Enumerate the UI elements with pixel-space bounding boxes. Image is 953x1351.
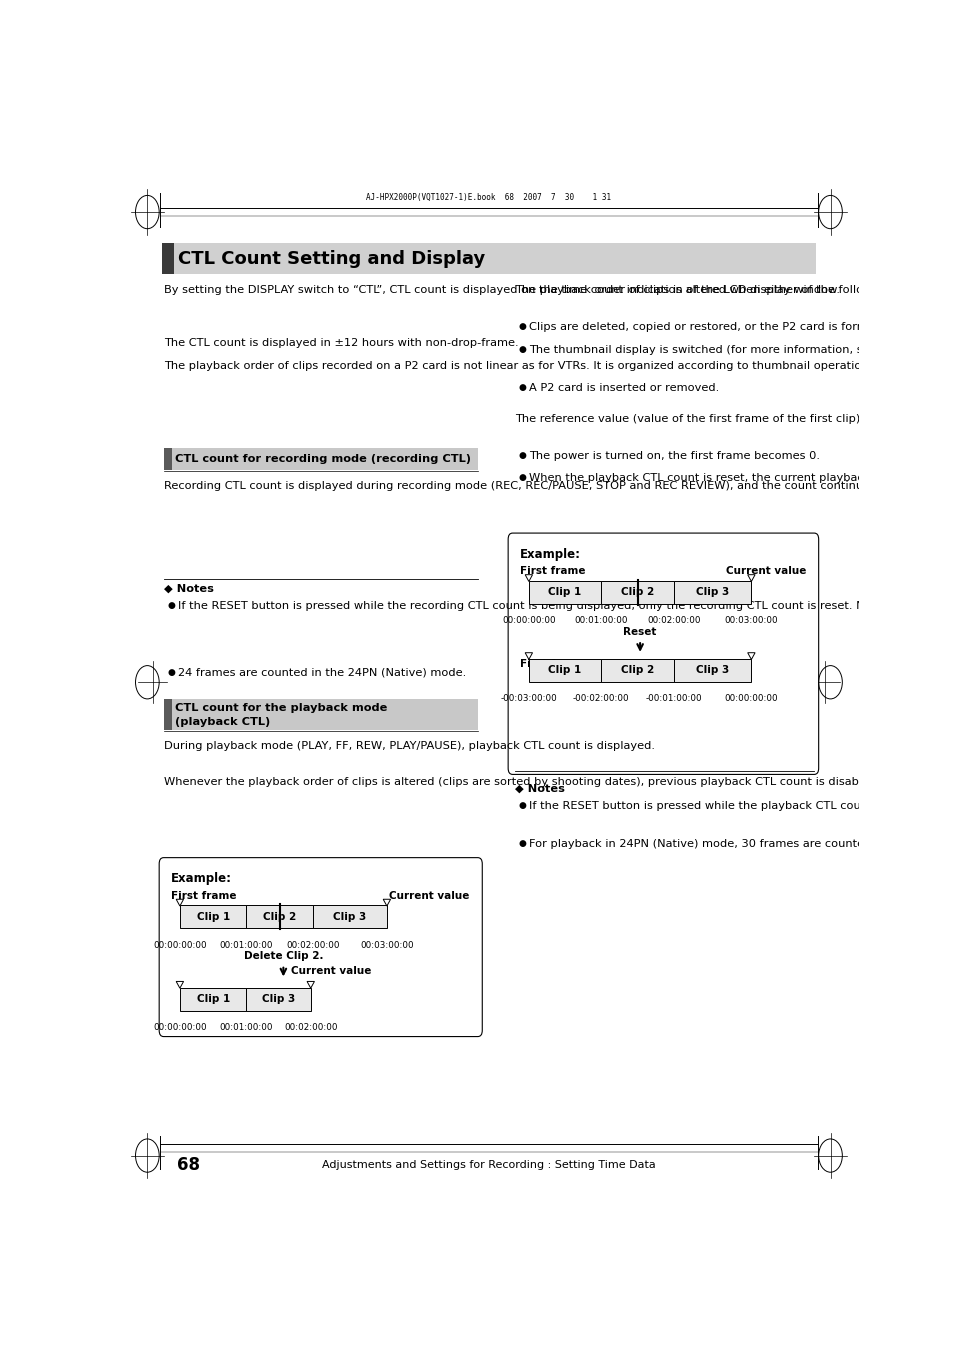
FancyBboxPatch shape xyxy=(600,581,673,604)
Text: Clip 3: Clip 3 xyxy=(333,912,366,921)
Text: Current value: Current value xyxy=(291,966,371,975)
Text: Clip 1: Clip 1 xyxy=(548,666,581,676)
Text: ●: ● xyxy=(167,601,175,611)
FancyBboxPatch shape xyxy=(159,858,482,1036)
Text: If the RESET button is pressed while the playback CTL count is being displayed, : If the RESET button is pressed while the… xyxy=(528,801,953,812)
Text: Reset: Reset xyxy=(622,627,656,636)
Text: The CTL count is displayed in ±12 hours with non-drop-frame.: The CTL count is displayed in ±12 hours … xyxy=(164,338,517,349)
Text: 00:02:00:00: 00:02:00:00 xyxy=(284,1023,337,1032)
Text: 00:00:00:00: 00:00:00:00 xyxy=(724,694,778,704)
Text: Clip 1: Clip 1 xyxy=(196,994,230,1004)
Text: Clip 3: Clip 3 xyxy=(696,588,728,597)
FancyBboxPatch shape xyxy=(164,449,477,470)
Text: 00:00:00:00: 00:00:00:00 xyxy=(152,940,207,950)
Text: Clip 2: Clip 2 xyxy=(620,666,654,676)
Text: 00:03:00:00: 00:03:00:00 xyxy=(359,940,414,950)
Text: AJ-HPX2000P(VQT1027-1)E.book  68  2007  7  30    1 31: AJ-HPX2000P(VQT1027-1)E.book 68 2007 7 3… xyxy=(366,193,611,201)
Text: A P2 card is inserted or removed.: A P2 card is inserted or removed. xyxy=(528,382,719,393)
Text: 00:01:00:00: 00:01:00:00 xyxy=(219,1023,273,1032)
FancyBboxPatch shape xyxy=(180,988,246,1011)
Text: -00:01:00:00: -00:01:00:00 xyxy=(645,694,701,704)
Text: 00:02:00:00: 00:02:00:00 xyxy=(286,940,339,950)
Text: CTL count for recording mode (recording CTL): CTL count for recording mode (recording … xyxy=(175,454,471,465)
Text: 68: 68 xyxy=(176,1156,200,1174)
FancyBboxPatch shape xyxy=(600,659,673,682)
FancyBboxPatch shape xyxy=(246,988,311,1011)
Text: ●: ● xyxy=(518,322,526,331)
Text: ●: ● xyxy=(518,382,526,392)
Text: The reference value (value of the first frame of the first clip) is changed when: The reference value (value of the first … xyxy=(515,413,953,424)
FancyBboxPatch shape xyxy=(528,659,600,682)
Text: Clip 1: Clip 1 xyxy=(548,588,581,597)
FancyBboxPatch shape xyxy=(164,449,172,470)
Text: 00:02:00:00: 00:02:00:00 xyxy=(646,616,700,626)
Text: ●: ● xyxy=(518,345,526,354)
FancyBboxPatch shape xyxy=(162,243,173,274)
Text: Clip 3: Clip 3 xyxy=(696,666,728,676)
Text: 24 frames are counted in the 24PN (Native) mode.: 24 frames are counted in the 24PN (Nativ… xyxy=(177,667,465,678)
Text: First frame: First frame xyxy=(171,890,236,901)
Text: 00:01:00:00: 00:01:00:00 xyxy=(574,616,627,626)
Text: Clip 3: Clip 3 xyxy=(262,994,294,1004)
FancyBboxPatch shape xyxy=(164,698,172,730)
Text: ◆ Notes: ◆ Notes xyxy=(164,584,213,593)
FancyBboxPatch shape xyxy=(673,581,751,604)
Text: -00:02:00:00: -00:02:00:00 xyxy=(573,694,629,704)
FancyBboxPatch shape xyxy=(528,581,600,604)
Text: The playback order of clips is altered when either of the following occurs:: The playback order of clips is altered w… xyxy=(515,285,934,295)
Text: The thumbnail display is switched (for more information, see [Switching the Thum: The thumbnail display is switched (for m… xyxy=(528,345,953,354)
Text: 00:03:00:00: 00:03:00:00 xyxy=(724,616,778,626)
Text: Current value: Current value xyxy=(725,566,806,577)
Text: For playback in 24PN (Native) mode, 30 frames are counted in accordance with the: For playback in 24PN (Native) mode, 30 f… xyxy=(528,839,953,848)
Text: ◆ Notes: ◆ Notes xyxy=(515,784,564,794)
Text: Clip 2: Clip 2 xyxy=(263,912,296,921)
Text: CTL Count Setting and Display: CTL Count Setting and Display xyxy=(178,250,485,267)
Text: 00:01:00:00: 00:01:00:00 xyxy=(219,940,273,950)
Text: When the playback CTL count is reset, the current playback position is set as 0,: When the playback CTL count is reset, th… xyxy=(528,473,953,484)
FancyBboxPatch shape xyxy=(246,905,313,928)
Text: -00:03:00:00: -00:03:00:00 xyxy=(500,694,557,704)
Text: Adjustments and Settings for Recording : Setting Time Data: Adjustments and Settings for Recording :… xyxy=(322,1161,655,1170)
Text: ●: ● xyxy=(518,451,526,459)
FancyBboxPatch shape xyxy=(162,243,815,274)
Text: Delete Clip 2.: Delete Clip 2. xyxy=(243,951,323,962)
Text: Current value: Current value xyxy=(388,890,469,901)
Text: By setting the DISPLAY switch to “CTL”, CTL count is displayed on the time count: By setting the DISPLAY switch to “CTL”, … xyxy=(164,285,839,295)
Text: Clip 2: Clip 2 xyxy=(620,588,654,597)
Text: Clip 1: Clip 1 xyxy=(196,912,230,921)
Text: 00:00:00:00: 00:00:00:00 xyxy=(501,616,555,626)
Text: ●: ● xyxy=(518,801,526,811)
Text: If the RESET button is pressed while the recording CTL count is being displayed,: If the RESET button is pressed while the… xyxy=(177,601,953,611)
Text: CTL count for the playback mode
(playback CTL): CTL count for the playback mode (playbac… xyxy=(175,703,388,727)
Text: ●: ● xyxy=(518,839,526,847)
FancyBboxPatch shape xyxy=(180,905,246,928)
Text: Clips are deleted, copied or restored, or the P2 card is formatted.: Clips are deleted, copied or restored, o… xyxy=(528,322,901,332)
Text: Example:: Example: xyxy=(171,873,232,885)
Text: Recording CTL count is displayed during recording mode (REC, REC/PAUSE, STOP and: Recording CTL count is displayed during … xyxy=(164,481,953,490)
Text: ●: ● xyxy=(518,473,526,482)
Text: During playback mode (PLAY, FF, REW, PLAY/PAUSE), playback CTL count is displaye: During playback mode (PLAY, FF, REW, PLA… xyxy=(164,740,654,751)
Text: First frame: First frame xyxy=(519,566,585,577)
FancyBboxPatch shape xyxy=(313,905,387,928)
Text: The power is turned on, the first frame becomes 0.: The power is turned on, the first frame … xyxy=(528,451,819,461)
Text: Whenever the playback order of clips is altered (clips are sorted by shooting da: Whenever the playback order of clips is … xyxy=(164,777,953,786)
Text: The playback order of clips recorded on a P2 card is not linear as for VTRs. It : The playback order of clips recorded on … xyxy=(164,361,953,372)
FancyBboxPatch shape xyxy=(508,534,818,774)
Text: Example:: Example: xyxy=(519,547,580,561)
Text: ●: ● xyxy=(167,667,175,677)
Text: First frame: First frame xyxy=(519,659,585,669)
FancyBboxPatch shape xyxy=(164,698,477,730)
FancyBboxPatch shape xyxy=(673,659,751,682)
Text: 00:00:00:00: 00:00:00:00 xyxy=(152,1023,207,1032)
